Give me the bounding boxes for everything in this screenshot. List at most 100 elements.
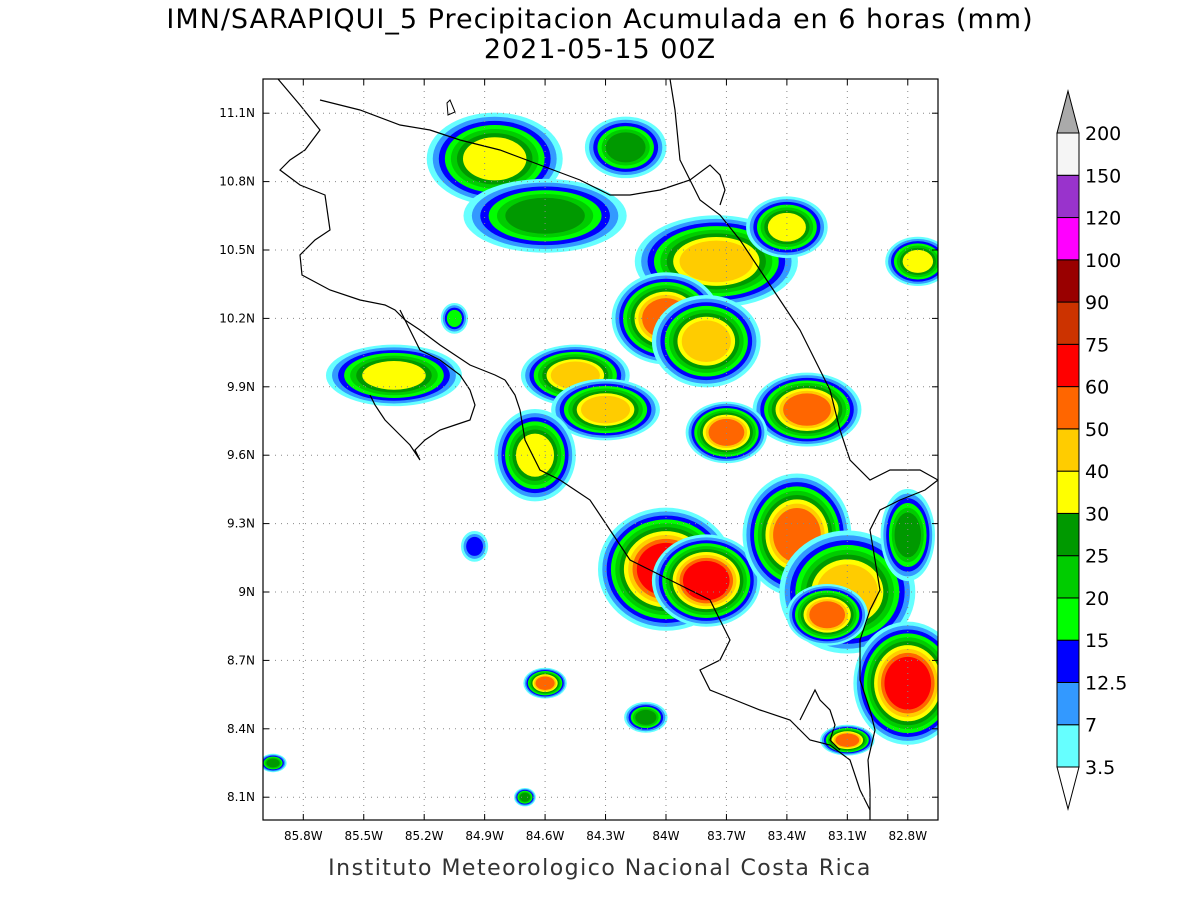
precip-cell bbox=[584, 116, 667, 179]
lon-tick-label: 84.6W bbox=[526, 829, 565, 843]
lon-tick-label: 83.4W bbox=[768, 829, 807, 843]
nicoya-peninsula-coast bbox=[369, 309, 476, 461]
lat-tick-label: 9.9N bbox=[227, 380, 255, 394]
lon-tick-label: 84W bbox=[652, 829, 679, 843]
legend-color-box bbox=[1056, 428, 1080, 472]
lat-tick-label: 9.3N bbox=[227, 517, 255, 531]
precip-contour-band bbox=[767, 212, 806, 242]
lat-tick-label: 10.8N bbox=[219, 175, 255, 189]
border-panama bbox=[859, 479, 938, 820]
lat-tick-label: 11.1N bbox=[219, 106, 255, 120]
precip-contour-band bbox=[462, 137, 527, 181]
lon-tick-label: 83.7W bbox=[707, 829, 746, 843]
precip-cell bbox=[263, 753, 287, 773]
legend-level-label: 50 bbox=[1085, 419, 1109, 441]
precip-contour-band bbox=[682, 560, 730, 601]
legend-level-label: 120 bbox=[1085, 208, 1121, 230]
precip-contour-band bbox=[809, 601, 846, 629]
legend-level-label: 30 bbox=[1085, 503, 1109, 525]
legend-level-label: 60 bbox=[1085, 377, 1109, 399]
precip-cell bbox=[440, 303, 469, 334]
precip-contour-band bbox=[266, 758, 280, 768]
lat-tick-label: 10.5N bbox=[219, 243, 255, 257]
caribbean-coast bbox=[669, 79, 938, 481]
precip-cell bbox=[460, 531, 489, 562]
precip-contour-band bbox=[466, 536, 483, 556]
precip-contour-band bbox=[535, 676, 555, 690]
precip-cell bbox=[651, 534, 761, 627]
lon-tick-label: 84.9W bbox=[465, 829, 504, 843]
precip-cell bbox=[624, 702, 668, 733]
lon-tick-label: 83.1W bbox=[828, 829, 867, 843]
map-title: IMN/SARAPIQUI_5 Precipitacion Acumulada … bbox=[166, 4, 1034, 35]
precip-contour-band bbox=[635, 709, 657, 725]
lake-islet bbox=[446, 99, 456, 116]
precip-cell bbox=[746, 196, 828, 258]
legend-level-label: 200 bbox=[1085, 123, 1121, 145]
precip-cell bbox=[820, 724, 875, 756]
legend-color-box bbox=[1056, 259, 1080, 303]
legend-color-box bbox=[1056, 597, 1080, 641]
precip-contour-band bbox=[519, 792, 531, 802]
precip-cell bbox=[325, 344, 462, 407]
legend-level-label: 3.5 bbox=[1085, 757, 1115, 779]
precip-cell bbox=[463, 178, 627, 253]
precip-cell bbox=[514, 787, 536, 807]
precip-contour-band bbox=[884, 656, 932, 710]
axis-ticks: 85.8W 85.5W 85.2W 84.9W 84.6W 84.3W 84W 83.7W 83… bbox=[219, 79, 938, 843]
legend-level-label: 100 bbox=[1085, 250, 1121, 272]
precip-contour-band bbox=[681, 320, 731, 363]
precip-cell bbox=[786, 584, 868, 646]
legend-color-box bbox=[1056, 512, 1080, 557]
lat-tick-label: 8.7N bbox=[227, 653, 255, 667]
legend-color-box bbox=[1056, 301, 1080, 345]
legend-under-triangle bbox=[1056, 766, 1080, 811]
precip-contour-band bbox=[515, 433, 555, 477]
lat-tick-label: 8.1N bbox=[227, 790, 255, 804]
osa-peninsula-coast bbox=[799, 688, 841, 751]
precip-contour-band bbox=[783, 393, 831, 426]
legend-level-label: 12.5 bbox=[1085, 672, 1127, 694]
legend-color-box bbox=[1056, 639, 1080, 683]
legend-level-label: 20 bbox=[1085, 588, 1109, 610]
precip-contour-band bbox=[362, 361, 426, 390]
precip-contour-band bbox=[708, 418, 745, 446]
lat-tick-label: 8.4N bbox=[227, 722, 255, 736]
precip-cell bbox=[885, 236, 938, 287]
lat-tick-label: 9N bbox=[238, 585, 255, 599]
precip-cell bbox=[685, 401, 768, 464]
map-subtitle-date: 2021-05-15 00Z bbox=[483, 34, 717, 65]
precip-contour-band bbox=[902, 249, 934, 273]
legend-level-label: 90 bbox=[1085, 292, 1109, 314]
lat-tick-label: 9.6N bbox=[227, 448, 255, 462]
coastline-borders bbox=[277, 79, 938, 820]
legend-color-box bbox=[1056, 724, 1080, 768]
lon-tick-label: 84.3W bbox=[586, 829, 625, 843]
precip-contour-band bbox=[679, 240, 754, 283]
legend-color-box bbox=[1056, 681, 1080, 726]
legend-level-label: 40 bbox=[1085, 461, 1109, 483]
precip-contour-band bbox=[505, 197, 585, 234]
lat-tick-label: 10.2N bbox=[219, 311, 255, 325]
color-legend: 3.5 7 12.5 15 20 25 30 40 50 60 75 90 100 120 150 200 bbox=[1056, 89, 1127, 811]
precip-contour-band bbox=[835, 733, 860, 747]
coastline-north bbox=[277, 79, 506, 381]
legend-color-box bbox=[1056, 386, 1080, 430]
legend-level-label: 7 bbox=[1085, 715, 1097, 737]
precip-contour-band bbox=[446, 309, 462, 327]
legend-level-label: 15 bbox=[1085, 630, 1109, 652]
legend-level-label: 25 bbox=[1085, 546, 1109, 568]
lon-tick-label: 82.8W bbox=[888, 829, 927, 843]
lon-tick-label: 85.8W bbox=[284, 829, 323, 843]
pacific-coast-central bbox=[504, 379, 871, 811]
precip-cell bbox=[853, 621, 938, 745]
legend-color-box bbox=[1056, 470, 1080, 514]
precip-cell bbox=[752, 372, 862, 447]
legend-color-box bbox=[1056, 555, 1080, 599]
precip-cell bbox=[426, 112, 563, 205]
lon-tick-label: 85.5W bbox=[344, 829, 383, 843]
legend-level-label: 150 bbox=[1085, 165, 1121, 187]
precip-cell bbox=[523, 667, 567, 699]
legend-over-triangle bbox=[1056, 89, 1080, 134]
